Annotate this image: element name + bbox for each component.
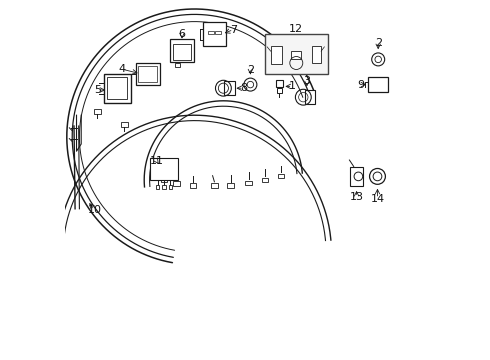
Bar <box>312 46 321 63</box>
Bar <box>121 122 128 127</box>
Bar <box>149 158 178 180</box>
Bar <box>161 178 167 182</box>
Bar <box>368 77 388 92</box>
Bar <box>173 181 180 186</box>
Text: 1: 1 <box>289 81 296 91</box>
Text: 10: 10 <box>88 204 101 215</box>
Bar <box>136 63 160 85</box>
Text: 7: 7 <box>230 24 237 35</box>
Text: 6: 6 <box>178 29 186 39</box>
Bar <box>276 88 282 94</box>
Bar <box>215 31 221 34</box>
Bar <box>169 185 172 189</box>
Text: 5: 5 <box>94 85 101 95</box>
Bar <box>350 166 364 186</box>
Text: 8: 8 <box>240 83 247 93</box>
Bar <box>245 181 252 185</box>
Bar <box>291 51 301 59</box>
Bar <box>262 178 268 182</box>
Bar <box>170 39 194 62</box>
Text: 9: 9 <box>357 80 365 90</box>
Bar <box>208 31 214 34</box>
Text: 14: 14 <box>370 194 385 204</box>
Text: 13: 13 <box>349 192 364 202</box>
Text: 11: 11 <box>150 156 164 166</box>
Bar <box>203 22 226 46</box>
Bar <box>104 74 131 103</box>
Bar <box>175 63 180 67</box>
Bar <box>173 45 191 60</box>
Bar <box>190 183 196 188</box>
Bar <box>275 80 283 87</box>
Bar <box>265 34 328 74</box>
Bar <box>211 183 218 188</box>
Text: 2: 2 <box>247 65 254 75</box>
Bar <box>162 185 166 189</box>
Bar <box>271 46 282 64</box>
Text: 4: 4 <box>118 64 125 74</box>
Bar <box>94 109 101 114</box>
Text: 2: 2 <box>375 38 382 48</box>
Bar <box>305 90 315 104</box>
Bar <box>227 183 234 188</box>
Text: 3: 3 <box>303 76 311 86</box>
Bar <box>107 77 127 99</box>
Bar <box>224 81 235 95</box>
Bar <box>156 185 159 189</box>
Bar <box>138 66 157 82</box>
Text: 12: 12 <box>289 24 303 34</box>
Bar <box>278 174 284 178</box>
